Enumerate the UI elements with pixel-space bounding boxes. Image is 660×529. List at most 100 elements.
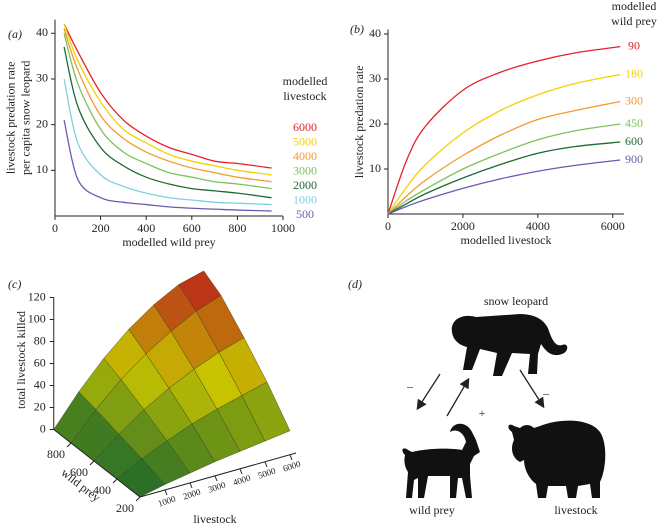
line xyxy=(63,46,272,199)
legend-label: 5000 xyxy=(293,134,317,148)
x-tick-label: 1000 xyxy=(157,493,178,508)
x-tick-label: 6000 xyxy=(282,458,303,473)
x-tick-label: 400 xyxy=(137,221,155,235)
panel-label: (a) xyxy=(8,27,22,41)
legend-title: wild prey xyxy=(611,14,657,28)
legend-label: 3000 xyxy=(293,163,317,177)
panel-label: (d) xyxy=(348,277,362,291)
x-axis xyxy=(139,452,297,498)
line xyxy=(63,33,272,190)
line xyxy=(387,45,621,215)
x-tick-label: 2000 xyxy=(451,219,475,233)
y-tick-label: 40 xyxy=(369,26,381,40)
line xyxy=(63,28,272,183)
x-axis-label: modelled livestock xyxy=(461,233,552,247)
y-tick-label: 20 xyxy=(369,116,381,130)
y-tick-label: 400 xyxy=(93,483,111,497)
diagram: (d) snow leopard wild prey livestock – +… xyxy=(348,277,606,517)
x-axis-label: modelled wild prey xyxy=(122,235,215,249)
x-tick xyxy=(289,454,293,461)
legend-label: 600 xyxy=(625,134,643,148)
x-tick xyxy=(239,468,243,475)
line xyxy=(63,119,272,212)
y-tick-label: 10 xyxy=(36,162,48,176)
x-tick-label: 4000 xyxy=(526,219,550,233)
line xyxy=(387,73,621,215)
legend-title: modelled xyxy=(283,74,328,88)
line xyxy=(387,123,621,215)
legend-label: 300 xyxy=(625,93,643,107)
arrow xyxy=(416,373,441,411)
legend-label: 4000 xyxy=(293,149,317,163)
x-tick-label: 0 xyxy=(52,221,58,235)
edge-sign: – xyxy=(542,386,550,400)
x-tick xyxy=(164,489,168,496)
x-tick xyxy=(264,461,268,468)
yak-icon xyxy=(508,420,606,498)
x-tick-label: 0 xyxy=(385,219,391,233)
y-tick xyxy=(112,478,118,484)
y-tick-label: 10 xyxy=(369,161,381,175)
y-axis xyxy=(53,429,141,498)
z-tick-label: 80 xyxy=(34,333,46,347)
x-tick-label: 2000 xyxy=(182,486,203,501)
edge-sign: – xyxy=(406,379,414,393)
legend-label: 1000 xyxy=(293,192,317,206)
line xyxy=(387,141,621,215)
legend-title: modelled xyxy=(612,0,657,13)
y-tick-label: 30 xyxy=(369,71,381,85)
leopard-icon xyxy=(451,314,568,376)
x-tick-label: 6000 xyxy=(601,219,625,233)
x-tick xyxy=(214,475,218,482)
legend-label: 450 xyxy=(625,116,643,130)
line xyxy=(63,23,272,169)
arrow xyxy=(519,369,545,409)
ibex-icon xyxy=(402,423,480,498)
x-axis-label: livestock xyxy=(193,512,236,526)
x-tick-label: 5000 xyxy=(257,465,278,480)
x-tick-label: 3000 xyxy=(207,479,228,494)
y-axis-label: per capita snow leopard xyxy=(19,61,33,175)
legend-label: 500 xyxy=(296,207,314,221)
z-tick-label: 40 xyxy=(34,377,46,391)
legend-label: 900 xyxy=(625,152,643,166)
y-axis-label: livestock predation rate xyxy=(352,65,366,178)
node-label: snow leopard xyxy=(484,294,548,308)
node-label: wild prey xyxy=(409,503,455,517)
y-tick xyxy=(66,442,72,448)
z-tick-label: 60 xyxy=(34,355,46,369)
x-tick-label: 800 xyxy=(228,221,246,235)
z-tick-label: 100 xyxy=(28,311,46,325)
y-tick-label: 20 xyxy=(36,116,48,130)
panel-label: (b) xyxy=(350,22,364,36)
y-tick-label: 600 xyxy=(70,465,88,479)
arrow xyxy=(446,377,470,417)
legend-label: 180 xyxy=(625,66,643,80)
z-tick-label: 20 xyxy=(34,399,46,413)
y-tick-label: 30 xyxy=(36,71,48,85)
y-tick-label: 40 xyxy=(36,25,48,39)
x-tick-label: 200 xyxy=(92,221,110,235)
legend-label: 2000 xyxy=(293,178,317,192)
panel-label: (c) xyxy=(8,277,21,291)
x-tick xyxy=(189,482,193,489)
y-tick-label: 800 xyxy=(47,447,65,461)
y-axis-label: livestock predation rate xyxy=(4,61,18,174)
line xyxy=(63,23,272,176)
line xyxy=(387,100,621,215)
z-tick-label: 0 xyxy=(40,421,46,435)
z-tick-label: 120 xyxy=(28,289,46,303)
x-tick-label: 1000 xyxy=(271,221,295,235)
x-tick-label: 4000 xyxy=(232,472,253,487)
surface-patch xyxy=(241,381,291,442)
z-axis-label: total livestock killed xyxy=(14,311,28,409)
line xyxy=(387,159,621,215)
y-tick xyxy=(135,496,141,502)
y-tick-label: 200 xyxy=(116,501,134,515)
node-label: livestock xyxy=(554,503,597,517)
edge-sign: + xyxy=(479,406,486,420)
legend-label: 6000 xyxy=(293,120,317,134)
line xyxy=(63,78,272,206)
